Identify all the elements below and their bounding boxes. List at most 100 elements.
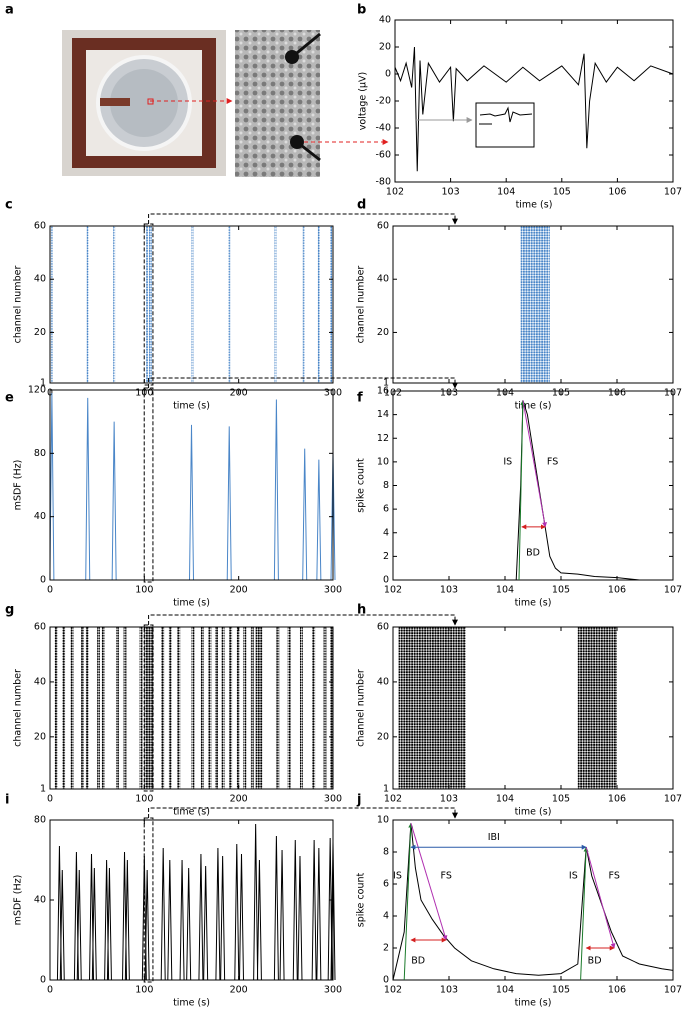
panel-label: a [5, 3, 14, 18]
rate-peak [160, 847, 166, 981]
rate-peak [179, 859, 185, 981]
rate-peak [91, 867, 97, 981]
burst [299, 627, 303, 789]
burst [101, 627, 105, 789]
x-axis-label: time (s) [173, 807, 210, 818]
y-tick-label: 2 [383, 551, 389, 562]
y-tick-label: 40 [34, 511, 46, 522]
x-tick-label: 105 [552, 985, 570, 996]
chart: -80 -60 -40 -20 0 20 40 102 103 104 105 106 107 time … [358, 15, 683, 211]
y-tick-label: -60 [375, 150, 391, 161]
rate-peak [203, 865, 209, 981]
y-tick-label: -20 [375, 96, 391, 107]
burst [85, 627, 89, 789]
panel-label: i [5, 793, 9, 808]
rate-peak [85, 397, 91, 581]
annotation-arrow [522, 400, 547, 528]
y-tick-label: 0 [40, 975, 46, 986]
y-tick-label: 20 [34, 731, 46, 742]
x-tick-label: 102 [384, 585, 402, 596]
y-tick-label: 40 [34, 274, 46, 285]
burst [168, 627, 172, 789]
data-line [392, 823, 674, 981]
x-tick-label: 106 [608, 187, 626, 198]
burst [229, 627, 233, 789]
y-axis-label: channel number [356, 669, 367, 747]
x-tick-label: 107 [664, 794, 682, 805]
burst [116, 627, 119, 789]
y-tick-label: 0 [383, 975, 389, 986]
burst [317, 226, 320, 383]
plot-frame [392, 626, 674, 790]
chart: 1 20 40 60 102 103 104 105 106 107 time (s) channel… [356, 622, 683, 818]
burst [208, 627, 212, 789]
burst [323, 627, 327, 789]
x-tick-label: 104 [496, 585, 514, 596]
x-tick-label: 102 [384, 985, 402, 996]
plot-frame [49, 389, 334, 581]
y-tick-label: 6 [383, 879, 389, 890]
burst [81, 627, 84, 789]
x-tick-label: 107 [664, 985, 682, 996]
burst [149, 226, 152, 383]
x-tick-label: 107 [664, 585, 682, 596]
zoom-box [143, 624, 154, 792]
rate-peak [49, 393, 55, 581]
rate-peak [226, 426, 232, 581]
y-tick-label: 10 [377, 815, 389, 826]
x-tick-label: 104 [496, 794, 514, 805]
panel-label: f [357, 391, 363, 406]
burst [276, 627, 280, 789]
y-tick-label: 4 [383, 527, 389, 538]
rate-peak [106, 867, 112, 981]
burst [228, 226, 231, 383]
y-tick-label: 8 [383, 480, 389, 491]
x-tick-label: 0 [47, 794, 53, 805]
y-tick-label: 60 [34, 622, 46, 633]
panel-label: e [5, 391, 14, 406]
rate-peak [273, 399, 279, 581]
y-tick-label: 80 [34, 815, 46, 826]
annotation-arrow [580, 846, 589, 981]
annotation: BD [526, 547, 540, 558]
x-tick-label: 100 [135, 985, 153, 996]
y-axis-label: spike count [356, 873, 367, 928]
x-axis-label: time (s) [515, 401, 552, 412]
y-tick-label: 60 [377, 622, 389, 633]
rate-peak [297, 855, 303, 981]
y-axis-label: voltage (μV) [358, 72, 369, 130]
plot-frame [49, 626, 334, 790]
chart: 0 40 80 0 100 200 300 time (s) mSDF (Hz) [13, 815, 343, 1009]
rate-peak [316, 459, 322, 581]
burst [274, 226, 277, 383]
rate-peak [111, 421, 117, 581]
burst [70, 627, 74, 789]
y-axis-label: channel number [13, 669, 24, 747]
burst [215, 627, 218, 789]
y-tick-label: 40 [34, 895, 46, 906]
y-tick-label: 0 [40, 575, 46, 586]
burst [250, 627, 254, 789]
x-axis-label: time (s) [515, 598, 552, 609]
rate-peak [59, 869, 65, 981]
chart: 0 2 4 6 8 10 12 14 16 102 103 104 105 106 107 time (s) s… [356, 386, 683, 609]
x-tick-label: 300 [324, 985, 342, 996]
y-tick-label: 4 [383, 911, 389, 922]
x-axis-label: time (s) [173, 401, 210, 412]
x-tick-label: 105 [552, 585, 570, 596]
x-tick-label: 103 [440, 985, 458, 996]
burst [191, 226, 194, 383]
y-tick-label: 14 [377, 409, 389, 420]
burst [146, 226, 149, 383]
chart: 0 2 4 6 8 10 102 103 104 105 106 107 time (s) spike c… [356, 815, 683, 1009]
y-tick-label: 20 [377, 327, 389, 338]
x-axis-label: time (s) [173, 598, 210, 609]
plot-frame [392, 225, 674, 384]
x-tick-label: 106 [608, 985, 626, 996]
y-tick-label: 120 [28, 385, 46, 396]
zoom-box [147, 98, 154, 105]
y-tick-label: -80 [375, 177, 391, 188]
y-tick-label: 60 [34, 221, 46, 232]
rate-peak [234, 843, 240, 981]
y-axis-label: spike count [356, 458, 367, 513]
